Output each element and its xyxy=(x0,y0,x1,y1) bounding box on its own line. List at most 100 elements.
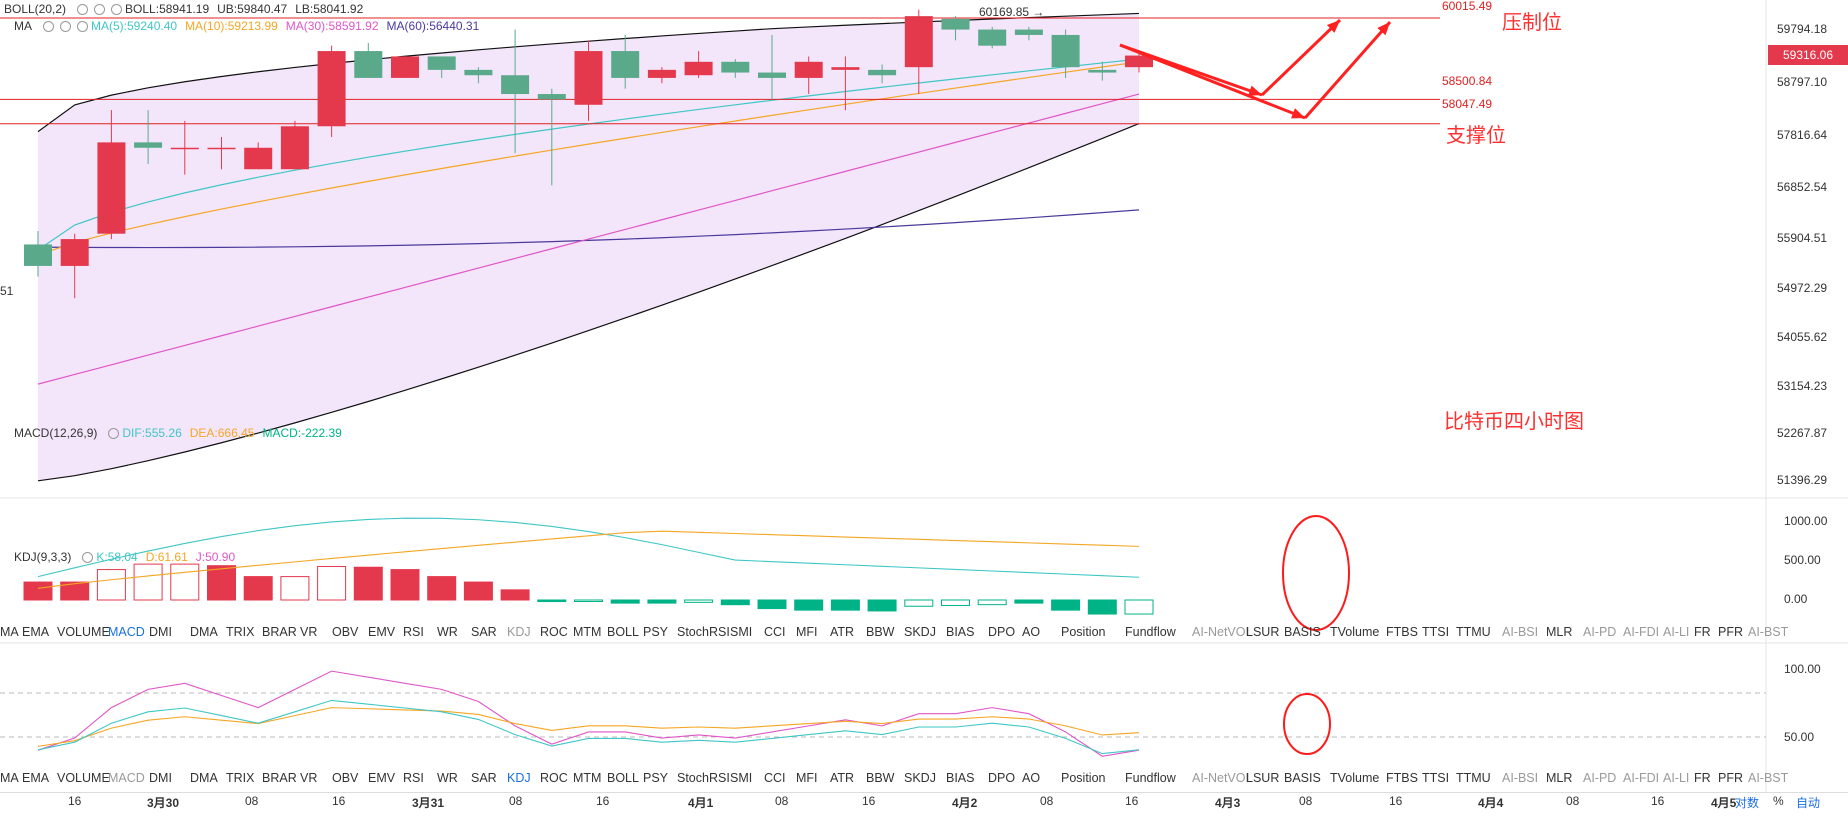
indicator-tab-rsi[interactable]: RSI xyxy=(403,625,424,639)
indicator-tab-mfi[interactable]: MFI xyxy=(796,625,818,639)
indicator-tab-cci[interactable]: CCI xyxy=(764,625,786,639)
indicator-tab-bias[interactable]: BIAS xyxy=(946,625,975,639)
indicator-tab-sar[interactable]: SAR xyxy=(471,771,497,785)
indicator-tab-wr[interactable]: WR xyxy=(437,625,458,639)
indicator-tab-kdj[interactable]: KDJ xyxy=(507,625,531,639)
indicator-tab-ai-fdi[interactable]: AI-FDI xyxy=(1623,771,1660,785)
indicator-tab-stochrsi[interactable]: StochRSI xyxy=(677,771,730,785)
indicator-tab-dma[interactable]: DMA xyxy=(190,771,218,785)
indicator-tab-ai-li[interactable]: AI-LI xyxy=(1663,625,1690,639)
indicator-tab-boll[interactable]: BOLL xyxy=(607,771,639,785)
indicator-tab-obv[interactable]: OBV xyxy=(332,625,359,639)
indicator-tab-ai-pd[interactable]: AI-PD xyxy=(1583,771,1617,785)
indicator-tab-smi[interactable]: SMI xyxy=(730,771,753,785)
indicator-tab-mtm[interactable]: MTM xyxy=(573,625,602,639)
indicator-tab-ao[interactable]: AO xyxy=(1022,771,1041,785)
indicator-tab-ao[interactable]: AO xyxy=(1022,625,1041,639)
indicator-tab-dpo[interactable]: DPO xyxy=(988,625,1016,639)
indicator-tab-dmi[interactable]: DMI xyxy=(149,771,172,785)
indicator-tab-ema[interactable]: EMA xyxy=(22,771,50,785)
indicator-tab-fundflow[interactable]: Fundflow xyxy=(1125,625,1176,639)
indicator-tab-ttsi[interactable]: TTSI xyxy=(1422,625,1450,639)
indicator-tab-cci[interactable]: CCI xyxy=(764,771,786,785)
indicator-tab-mlr[interactable]: MLR xyxy=(1546,625,1573,639)
indicator-tab-lsur[interactable]: LSUR xyxy=(1246,625,1280,639)
eye-icon[interactable] xyxy=(77,3,89,15)
auto-scale-toggle[interactable]: 自动 xyxy=(1796,796,1821,810)
indicator-tab-mtm[interactable]: MTM xyxy=(573,771,602,785)
indicator-tab-ttmu[interactable]: TTMU xyxy=(1456,625,1491,639)
indicator-tab-emv[interactable]: EMV xyxy=(368,625,396,639)
indicator-tab-brar[interactable]: BRAR xyxy=(262,771,297,785)
percent-scale-toggle[interactable]: % xyxy=(1773,794,1784,808)
indicator-tab-atr[interactable]: ATR xyxy=(830,625,855,639)
indicator-tab-ttsi[interactable]: TTSI xyxy=(1422,771,1450,785)
indicator-tab-bias[interactable]: BIAS xyxy=(946,771,975,785)
indicator-tab-tvolume[interactable]: TVolume xyxy=(1330,625,1380,639)
indicator-tab-mlr[interactable]: MLR xyxy=(1546,771,1573,785)
indicator-tab-basis[interactable]: BASIS xyxy=(1284,771,1321,785)
indicator-tab-mfi[interactable]: MFI xyxy=(796,771,818,785)
indicator-tab-fr[interactable]: FR xyxy=(1694,771,1711,785)
indicator-tab-psy[interactable]: PSY xyxy=(643,625,669,639)
indicator-tab-smi[interactable]: SMI xyxy=(730,625,753,639)
indicator-tab-ftbs[interactable]: FTBS xyxy=(1386,625,1418,639)
settings-icon[interactable] xyxy=(82,551,94,563)
indicator-tab-wr[interactable]: WR xyxy=(437,771,458,785)
indicator-tab-dma[interactable]: DMA xyxy=(190,625,218,639)
indicator-tab-ai-bsi[interactable]: AI-BSI xyxy=(1502,625,1539,639)
indicator-tab-boll[interactable]: BOLL xyxy=(607,625,639,639)
indicator-tab-pfr[interactable]: PFR xyxy=(1718,771,1743,785)
settings-icon[interactable] xyxy=(108,427,120,439)
indicator-tab-vr[interactable]: VR xyxy=(300,771,318,785)
indicator-tab-kdj[interactable]: KDJ xyxy=(507,771,531,785)
indicator-tab-ai-li[interactable]: AI-LI xyxy=(1663,771,1690,785)
indicator-tab-bbw[interactable]: BBW xyxy=(866,625,895,639)
indicator-tab-fundflow[interactable]: Fundflow xyxy=(1125,771,1176,785)
indicator-tab-obv[interactable]: OBV xyxy=(332,771,359,785)
indicator-tab-trix[interactable]: TRIX xyxy=(226,771,255,785)
log-scale-toggle[interactable]: 对数 xyxy=(1735,796,1760,810)
indicator-tab-sar[interactable]: SAR xyxy=(471,625,497,639)
indicator-tab-macd[interactable]: MACD xyxy=(108,771,145,785)
indicator-tab-volume[interactable]: VOLUME xyxy=(57,771,110,785)
time-axis[interactable]: 对数 % 自动 16 3月30 08 16 3月31 08 16 4月1 08 16 4月2 08 16… xyxy=(0,792,1848,819)
indicator-tab-ttmu[interactable]: TTMU xyxy=(1456,771,1491,785)
indicator-tab-position[interactable]: Position xyxy=(1061,625,1106,639)
indicator-tab-dpo[interactable]: DPO xyxy=(988,771,1016,785)
indicator-tab-position[interactable]: Position xyxy=(1061,771,1106,785)
indicator-tab-tvolume[interactable]: TVolume xyxy=(1330,771,1380,785)
close-icon[interactable] xyxy=(77,20,88,32)
indicator-tab-basis[interactable]: BASIS xyxy=(1284,625,1321,639)
indicator-tab-fr[interactable]: FR xyxy=(1694,625,1711,639)
indicator-tab-roc[interactable]: ROC xyxy=(540,771,568,785)
settings-icon[interactable] xyxy=(94,3,106,15)
indicator-tab-ftbs[interactable]: FTBS xyxy=(1386,771,1418,785)
indicator-tab-rsi[interactable]: RSI xyxy=(403,771,424,785)
indicator-tab-roc[interactable]: ROC xyxy=(540,625,568,639)
indicator-tab-vr[interactable]: VR xyxy=(300,625,318,639)
indicator-tab-skdj[interactable]: SKDJ xyxy=(904,625,936,639)
indicator-tab-ai-netvol[interactable]: AI-NetVOL xyxy=(1192,625,1253,639)
indicator-tab-trix[interactable]: TRIX xyxy=(226,625,255,639)
indicator-tab-pfr[interactable]: PFR xyxy=(1718,625,1743,639)
indicator-tab-emv[interactable]: EMV xyxy=(368,771,396,785)
indicator-tab-ai-pd[interactable]: AI-PD xyxy=(1583,625,1617,639)
indicator-tab-lsur[interactable]: LSUR xyxy=(1246,771,1280,785)
indicator-tab-ai-bst[interactable]: AI-BST xyxy=(1748,771,1789,785)
indicator-tab-ma[interactable]: MA xyxy=(0,771,19,785)
indicator-tab-ai-netvol[interactable]: AI-NetVOL xyxy=(1192,771,1253,785)
indicator-tab-bbw[interactable]: BBW xyxy=(866,771,895,785)
indicator-tab-skdj[interactable]: SKDJ xyxy=(904,771,936,785)
indicator-tab-volume[interactable]: VOLUME xyxy=(57,625,110,639)
settings-icon[interactable] xyxy=(60,20,71,32)
indicator-tab-psy[interactable]: PSY xyxy=(643,771,669,785)
indicator-tab-dmi[interactable]: DMI xyxy=(149,625,172,639)
close-icon[interactable] xyxy=(111,3,123,15)
eye-icon[interactable] xyxy=(43,20,54,32)
indicator-tab-atr[interactable]: ATR xyxy=(830,771,855,785)
indicator-tab-ema[interactable]: EMA xyxy=(22,625,50,639)
indicator-tab-ai-fdi[interactable]: AI-FDI xyxy=(1623,625,1660,639)
indicator-tab-stochrsi[interactable]: StochRSI xyxy=(677,625,730,639)
